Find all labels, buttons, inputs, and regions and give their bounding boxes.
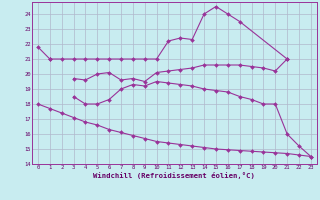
X-axis label: Windchill (Refroidissement éolien,°C): Windchill (Refroidissement éolien,°C)	[93, 172, 255, 179]
